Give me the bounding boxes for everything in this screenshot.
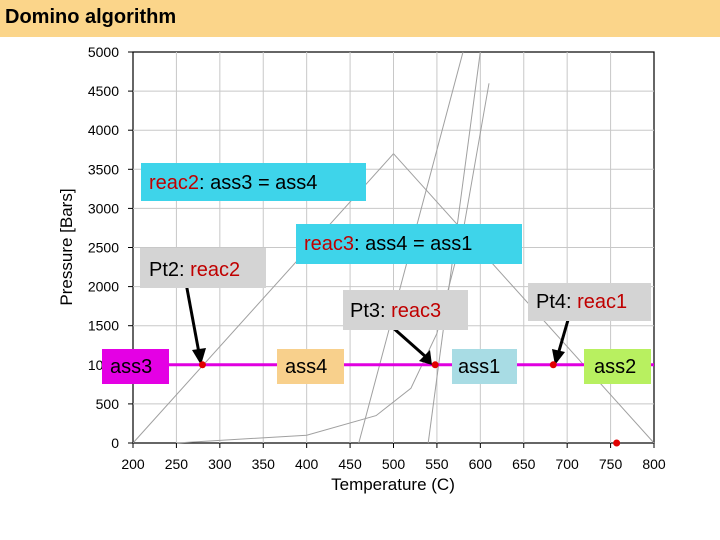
ass4-field-label: ass4 xyxy=(277,349,344,384)
x-tick-label: 250 xyxy=(165,456,189,472)
pt2-name: reac2 xyxy=(190,259,241,281)
y-axis-label: Pressure [Bars] xyxy=(57,188,76,305)
reaction-boundary-line xyxy=(393,153,655,444)
pt2-label: Pt2: reac2 xyxy=(140,248,266,288)
intersection-point xyxy=(198,361,206,369)
x-tick-label: 200 xyxy=(121,456,145,472)
pt4-arrow-head xyxy=(552,349,565,365)
reaction-boundary-line xyxy=(132,153,394,444)
arrow-layer xyxy=(184,282,570,365)
y-tick-label: 500 xyxy=(96,396,120,412)
y-tick-label: 4000 xyxy=(88,122,119,138)
pt2-arrow xyxy=(184,282,201,354)
pt4-arrow xyxy=(557,319,570,352)
ass3-field-label: ass3 xyxy=(102,349,169,384)
x-tick-label: 450 xyxy=(338,456,362,472)
intersection-point xyxy=(549,361,557,369)
x-tick-label: 700 xyxy=(555,456,579,472)
y-tick-label: 3000 xyxy=(88,200,119,216)
reac2-equation-text: : ass3 = ass4 xyxy=(199,172,318,194)
reac2-equation-label: reac2: ass3 = ass4 xyxy=(141,163,366,201)
pt2-arrow-head xyxy=(192,348,206,365)
ass1-field-label: ass1 xyxy=(452,349,517,384)
page-title: Domino algorithm xyxy=(5,6,177,28)
x-tick-label: 750 xyxy=(599,456,623,472)
intersection-point xyxy=(613,439,621,447)
pt4-label: Pt4: reac1 xyxy=(528,283,651,321)
x-tick-label: 350 xyxy=(252,456,276,472)
y-tick-label: 4500 xyxy=(88,83,119,99)
pt3-name: reac3 xyxy=(391,300,442,322)
y-tick-label: 0 xyxy=(111,435,119,451)
pt3-arrow-head xyxy=(419,350,432,365)
y-tick-label: 5000 xyxy=(88,44,119,60)
x-tick-label: 600 xyxy=(469,456,493,472)
pt3-arrow xyxy=(390,324,427,359)
y-tick-label: 1500 xyxy=(88,318,119,334)
intersection-point xyxy=(431,361,439,369)
x-tick-label: 300 xyxy=(208,456,232,472)
pt4-name: reac1 xyxy=(577,291,628,313)
reac3-name: reac3 xyxy=(304,233,355,255)
x-tick-label: 550 xyxy=(425,456,449,472)
reac3-equation-label: reac3: ass4 = ass1 xyxy=(296,224,522,264)
reac2-name: reac2 xyxy=(149,172,200,194)
ass2-field-label: ass2 xyxy=(584,349,651,384)
x-tick-label: 800 xyxy=(642,456,666,472)
reac3-equation-text: : ass4 = ass1 xyxy=(354,233,473,255)
y-tick-label: 3500 xyxy=(88,161,119,177)
pt4-prefix: Pt4: xyxy=(536,291,578,313)
point-layer xyxy=(198,361,621,447)
x-axis-label: Temperature (C) xyxy=(331,475,455,494)
y-tick-label: 2500 xyxy=(88,240,119,256)
title-bar: Domino algorithm xyxy=(0,0,720,37)
pt3-prefix: Pt3: xyxy=(350,300,392,322)
x-tick-label: 650 xyxy=(512,456,536,472)
x-tick-label: 400 xyxy=(295,456,319,472)
y-tick-label: 2000 xyxy=(88,279,119,295)
x-tick-label: 500 xyxy=(382,456,406,472)
tick-layer: 200 250 300 350 400 450 500 550 600 650 700 750 800 0… xyxy=(88,44,666,472)
pt2-prefix: Pt2: xyxy=(149,259,191,281)
pt3-label: Pt3: reac3 xyxy=(343,290,468,330)
